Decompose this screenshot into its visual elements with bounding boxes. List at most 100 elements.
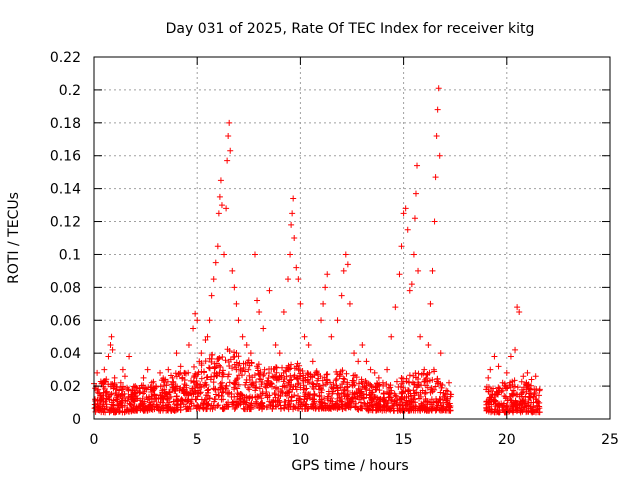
data-point [349, 396, 356, 403]
data-point [532, 373, 539, 380]
data-point [224, 157, 231, 164]
data-point [295, 393, 302, 400]
data-point [215, 402, 222, 409]
data-point [139, 395, 146, 402]
data-point [367, 366, 374, 373]
data-point [528, 399, 535, 406]
data-point [339, 401, 346, 408]
data-point [438, 384, 445, 391]
data-point [160, 402, 167, 409]
data-point [503, 404, 510, 411]
data-point [220, 388, 227, 395]
data-point [371, 393, 378, 400]
data-point [190, 402, 197, 409]
data-point [226, 119, 233, 126]
data-point [385, 384, 392, 391]
data-point [499, 387, 506, 394]
data-point [240, 398, 247, 405]
data-point [237, 367, 244, 374]
data-point [229, 267, 236, 274]
data-point [333, 376, 340, 383]
data-point [314, 380, 321, 387]
data-point [526, 394, 533, 401]
data-point [344, 384, 351, 391]
data-point [495, 384, 502, 391]
data-point [491, 353, 498, 360]
data-point [319, 377, 326, 384]
data-point [403, 393, 410, 400]
data-point [183, 405, 190, 412]
data-point [233, 349, 240, 356]
data-point [427, 405, 434, 412]
data-point [490, 398, 497, 405]
data-point [299, 405, 306, 412]
data-point [246, 372, 253, 379]
data-point [485, 398, 492, 405]
grid-lines [94, 57, 610, 419]
data-point [516, 402, 523, 409]
data-point [427, 300, 434, 307]
data-point [105, 353, 112, 360]
data-point [236, 360, 243, 367]
data-point [416, 395, 423, 402]
data-point [424, 398, 431, 405]
data-point [231, 361, 238, 368]
data-point [198, 375, 205, 382]
x-tick-label: 25 [601, 432, 619, 448]
data-point [357, 399, 364, 406]
data-point [507, 384, 514, 391]
data-point [524, 369, 531, 376]
data-point [134, 395, 141, 402]
data-point [272, 373, 279, 380]
x-tick-label: 10 [291, 432, 309, 448]
data-point [133, 407, 140, 414]
data-point [248, 381, 255, 388]
data-point [198, 350, 205, 357]
data-point [111, 374, 118, 381]
data-point [200, 400, 207, 407]
data-point [102, 378, 109, 385]
y-tick-label: 0.02 [50, 379, 81, 395]
data-point [217, 177, 224, 184]
data-point [193, 396, 200, 403]
data-point [184, 405, 191, 412]
data-point [355, 358, 362, 365]
data-point [205, 400, 212, 407]
data-point [525, 386, 532, 393]
data-point [287, 251, 294, 258]
data-point [269, 383, 275, 390]
data-point [228, 393, 235, 400]
data-point [184, 388, 191, 395]
data-point [257, 369, 264, 376]
data-point [363, 391, 370, 398]
data-point [144, 366, 151, 373]
data-point [520, 397, 527, 404]
data-point [386, 390, 393, 397]
data-point [110, 397, 117, 404]
data-point [512, 346, 519, 353]
data-points [91, 85, 543, 416]
data-point [436, 395, 443, 402]
data-point [181, 376, 188, 383]
chart-title: Day 031 of 2025, Rate Of TEC Index for r… [166, 21, 535, 37]
data-point [257, 392, 264, 399]
data-point [427, 389, 434, 396]
data-point [340, 378, 347, 385]
data-point [136, 389, 143, 396]
data-point [352, 395, 359, 402]
data-point [507, 353, 514, 360]
data-point [239, 333, 246, 340]
data-point [190, 378, 197, 385]
y-tick-label: 0.08 [50, 280, 81, 296]
data-point [443, 387, 450, 394]
data-point [483, 386, 490, 393]
data-point [221, 251, 228, 258]
data-point [528, 376, 535, 383]
data-point [261, 370, 268, 377]
data-point [536, 409, 543, 416]
data-point [406, 372, 413, 379]
data-point [164, 397, 171, 404]
data-point [128, 392, 135, 399]
data-point [109, 380, 116, 387]
